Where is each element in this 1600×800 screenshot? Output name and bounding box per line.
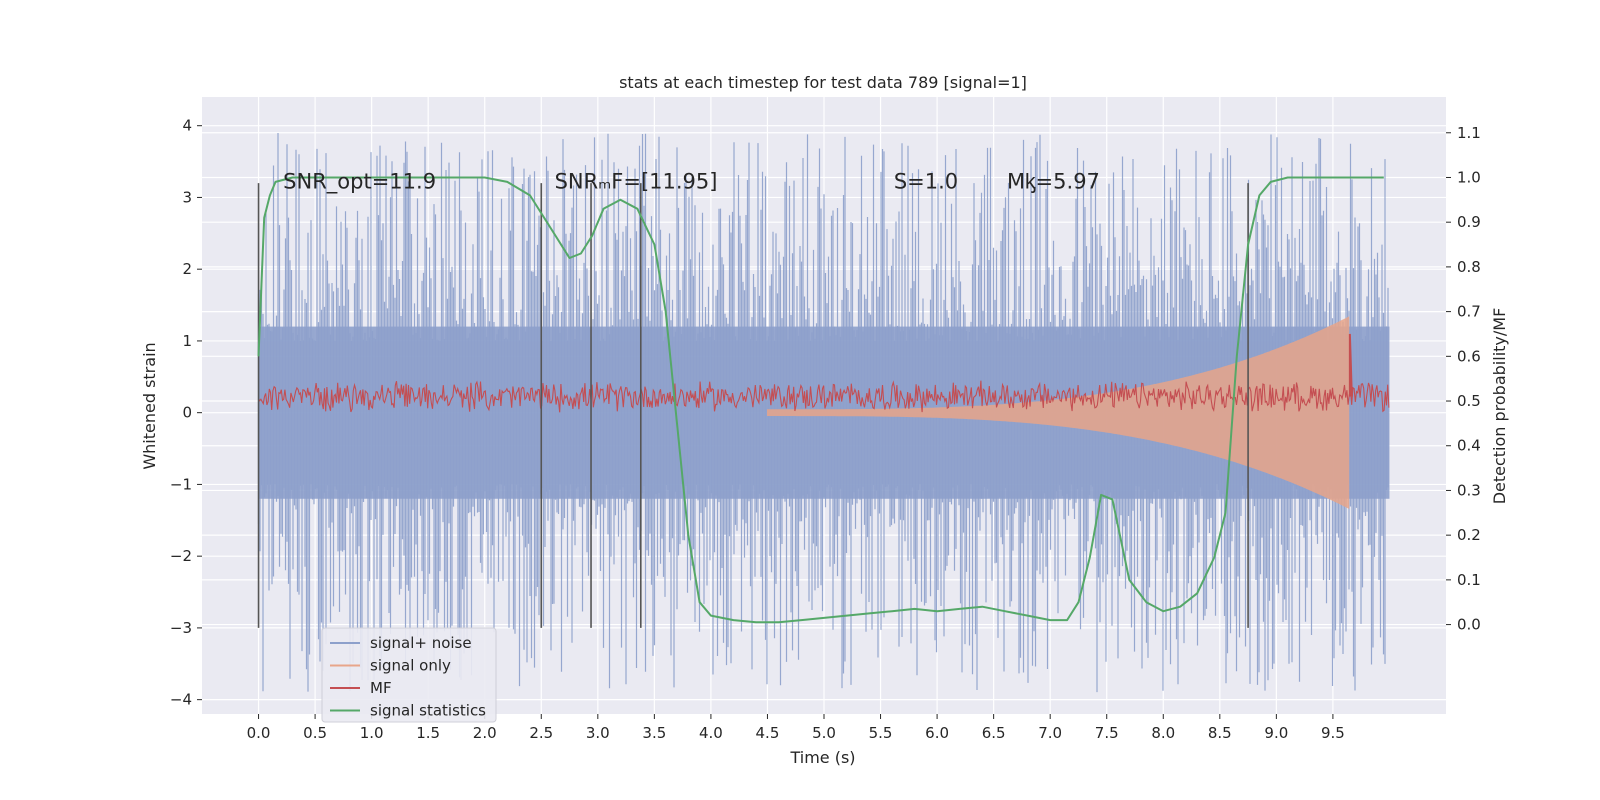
x-tick-label: 6.0 <box>925 724 949 742</box>
x-tick-label: 2.5 <box>529 724 553 742</box>
x-tick-label: 7.0 <box>1038 724 1062 742</box>
legend-label: signal only <box>370 657 451 675</box>
annotation-text: S=1.0 <box>894 169 958 193</box>
x-tick-label: 6.5 <box>982 724 1006 742</box>
annotation-text: SNRₘF=[11.95] <box>555 169 718 193</box>
legend-label: signal statistics <box>370 702 486 720</box>
y-tick-label: −3 <box>170 619 192 637</box>
mf-series <box>258 333 1390 413</box>
x-tick-label: 1.5 <box>416 724 440 742</box>
y-right-tick-label: 0.1 <box>1457 571 1481 589</box>
y-right-tick-label: 0.4 <box>1457 437 1481 455</box>
legend: signal+ noise signal only MF signal statist… <box>321 627 497 723</box>
vertical-markers <box>257 183 1249 628</box>
y-tick-label: −1 <box>170 475 192 493</box>
y-axis-label: Whitened strain <box>140 342 159 469</box>
x-tick-label: 0.0 <box>247 724 271 742</box>
y-tick-label: 3 <box>182 188 192 206</box>
x-tick-label: 3.0 <box>586 724 610 742</box>
y-right-tick-label: 0.2 <box>1457 526 1481 544</box>
axis-ticks: 0.0 0.5 1.0 1.5 2.0 2.5 3.0 3.5 4.0 4.5 5.0 5.5 6.0 6… <box>170 117 1481 742</box>
y-right-tick-label: 0.5 <box>1457 392 1481 410</box>
y-right-tick-label: 0.0 <box>1457 616 1481 634</box>
x-tick-label: 9.5 <box>1321 724 1345 742</box>
y-right-tick-label: 0.6 <box>1457 347 1481 365</box>
y-tick-label: 2 <box>182 260 192 278</box>
x-tick-label: 5.5 <box>869 724 893 742</box>
annotation-text: Mᶄ=5.97 <box>1007 169 1100 193</box>
legend-box <box>321 627 497 723</box>
x-tick-label: 8.5 <box>1208 724 1232 742</box>
annotations: SNR_opt=11.9 SNRₘF=[11.95] S=1.0 Mᶄ=5.97 <box>283 169 1100 194</box>
y-right-tick-label: 1.0 <box>1457 168 1481 186</box>
x-tick-label: 4.0 <box>699 724 723 742</box>
y-tick-label: −4 <box>170 691 192 709</box>
x-tick-label: 8.0 <box>1151 724 1175 742</box>
y-right-tick-label: 0.3 <box>1457 481 1481 499</box>
signal-only-series <box>767 316 1350 510</box>
y-right-tick-label: 1.1 <box>1457 124 1481 142</box>
chart-title: stats at each timestep for test data 789… <box>619 73 1027 92</box>
y-right-tick-label: 0.8 <box>1457 258 1481 276</box>
x-tick-label: 3.5 <box>642 724 666 742</box>
x-tick-label: 2.0 <box>473 724 497 742</box>
annotation-text: SNR_opt=11.9 <box>283 169 436 194</box>
x-tick-label: 1.0 <box>360 724 384 742</box>
signal-statistics-series <box>257 176 1384 624</box>
y-right-tick-label: 0.7 <box>1457 303 1481 321</box>
x-tick-label: 7.5 <box>1095 724 1119 742</box>
x-tick-label: 9.0 <box>1264 724 1288 742</box>
y-right-tick-label: 0.9 <box>1457 213 1481 231</box>
y-tick-label: 1 <box>182 332 192 350</box>
y-tick-label: 0 <box>182 404 192 422</box>
signal-only-line <box>767 316 1350 510</box>
legend-label: signal+ noise <box>370 634 472 652</box>
x-axis-label: Time (s) <box>789 748 855 767</box>
x-tick-label: 4.5 <box>756 724 780 742</box>
mf-line <box>258 380 1390 413</box>
legend-label: MF <box>370 679 392 697</box>
x-tick-label: 5.0 <box>812 724 836 742</box>
y-axis-right-label: Detection probability/MF <box>1490 308 1509 505</box>
signal-statistics-line <box>257 176 1384 624</box>
mf-peak <box>1348 333 1353 397</box>
x-tick-label: 0.5 <box>303 724 327 742</box>
y-tick-label: −2 <box>170 547 192 565</box>
y-tick-label: 4 <box>182 117 192 135</box>
